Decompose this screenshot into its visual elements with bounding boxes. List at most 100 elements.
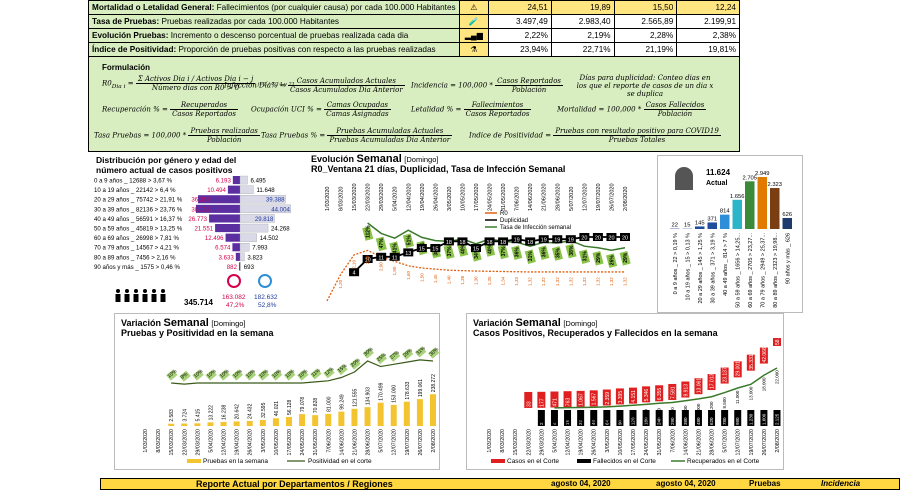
deaths-bar	[616, 410, 624, 426]
report-date-1: agosto 04, 2020	[551, 479, 611, 488]
tasa-label: 37%	[501, 246, 507, 257]
cases-value: 1.567	[592, 393, 598, 406]
positividad-label-bg	[401, 348, 414, 360]
date-tick: 15/03/2020	[352, 183, 358, 211]
male-bar	[239, 204, 291, 214]
indicator-label: Evolución Pruebas: Incremento o descenso…	[88, 28, 460, 43]
pruebas-panel: Variación Semanal [Domingo] Pruebas y Po…	[114, 313, 440, 470]
recovered-value: 5.000	[696, 403, 701, 415]
tasa-label-bg	[538, 245, 550, 260]
tasa-label-bg	[551, 246, 563, 261]
deaths-value: 2	[539, 422, 544, 425]
date-tick: 22/03/2020	[182, 429, 188, 456]
deaths-value: 180	[644, 417, 649, 425]
age-range-label: 10 a 19 años _ 22142 > 6,4 %	[94, 187, 176, 194]
tasa-label: 34%	[474, 248, 480, 259]
evolucion-chart: 1/03/2020 8/03/2020 15/03/2020 22/03/2020 29…	[325, 183, 631, 302]
indicator-value: 19,81%	[676, 42, 740, 57]
positividad-label-bg	[231, 369, 244, 381]
date-tick: 15/03/2020	[513, 429, 519, 456]
duplicidad-label: 18	[527, 240, 533, 246]
female-value: 26.773	[188, 216, 207, 223]
date-tick: 29/03/2020	[539, 429, 545, 456]
female-pct: 47,2%	[226, 302, 245, 309]
deaths-bar	[564, 410, 572, 426]
age-range-label: 40 a 49 años _ 56591 > 16,37 %	[94, 216, 183, 223]
tasa-label: 37%	[447, 246, 453, 257]
pruebas-value: 99.249	[339, 394, 345, 410]
death-value: 1.656	[730, 194, 745, 200]
deaths-bar	[655, 410, 663, 426]
date-tick: 12/07/2020	[736, 429, 742, 456]
death-age-label: 50 a 59 años _ 1656 > 14,25...	[735, 233, 741, 308]
pruebas-value: 16.238	[222, 404, 228, 420]
date-tick: 24/05/2020	[644, 429, 650, 456]
duplicidad-label-bg	[579, 233, 590, 241]
cases-value: 17.013	[710, 374, 716, 390]
duplicidad-label-bg	[416, 244, 427, 252]
indicator-label: Tasa de Pruebas: Pruebas realizadas por …	[88, 14, 460, 29]
cases-value: 33	[526, 401, 532, 407]
date-tick: 8/03/2020	[156, 429, 162, 453]
legend-deaths-swatch	[577, 459, 591, 463]
pruebas-value: 56.128	[287, 399, 293, 415]
date-tick: 28/06/2020	[710, 429, 716, 456]
pruebas-bar	[194, 423, 201, 426]
positividad-label: 30%	[363, 346, 375, 357]
date-tick: 28/06/2020	[366, 429, 372, 456]
death-value: 626	[782, 212, 792, 218]
male-icon	[258, 274, 272, 288]
indicator-value: 12,24	[676, 0, 740, 15]
r0-label: 1,32	[541, 277, 546, 286]
positividad-label: 29%	[402, 347, 414, 358]
deaths-bar	[642, 410, 650, 426]
r0-label: 1,32	[609, 277, 614, 286]
pruebas-chart: 2.583 3.724 5.415 13.222 16.238 20.642 24.432 3…	[143, 345, 440, 465]
pruebas-bar	[351, 408, 358, 426]
deaths-bar	[760, 410, 768, 426]
date-tick: 8/03/2020	[500, 429, 506, 453]
date-tick: 19/04/2020	[579, 429, 585, 456]
deaths-bar	[603, 410, 611, 426]
male-value: 693	[244, 264, 255, 271]
male-bar	[239, 195, 286, 204]
tasa-label-bg	[389, 241, 401, 256]
cases-label-bg	[537, 391, 546, 408]
deaths-value: 4	[552, 422, 557, 425]
death-age-label: 70 a 79 años _ 2949 > 25,37...	[760, 233, 766, 308]
pruebas-value: 121.555	[352, 389, 358, 407]
tasa-line	[367, 222, 626, 251]
pruebas-value: 20.642	[235, 404, 241, 420]
evolucion-panel: Evolución Semanal [Domingo] R0_Ventana 2…	[307, 153, 635, 311]
deaths-bar	[668, 410, 676, 426]
pyramid-chart: 0 a 9 años _ 12688 > 3,67 % 6.193 6.495 10 …	[94, 175, 291, 309]
cases-label-bg	[773, 338, 781, 346]
death-value: 15	[684, 223, 690, 229]
pruebas-value: 170.499	[379, 382, 385, 400]
pruebas-bar	[207, 422, 214, 426]
formula-tasa-pruebas-pct: Tasa Pruebas % = Pruebas Acumuladas Actu…	[261, 127, 453, 144]
cases-value: 23.137	[723, 367, 729, 383]
duplicidad-label: 19	[541, 238, 547, 244]
date-tick: 5/07/2020	[569, 187, 575, 211]
pruebas-title: Variación Semanal [Domingo]	[121, 317, 246, 329]
pyramid-panel: Distribución por género y edad del númer…	[90, 153, 304, 311]
recovered-value: 4.000	[683, 405, 688, 417]
deaths-bar	[577, 410, 585, 426]
r0-label: 1,34	[501, 276, 506, 285]
duplicidad-label: 20	[581, 236, 587, 242]
cases-value: 177	[539, 398, 545, 407]
date-tick: 31/05/2020	[501, 183, 507, 211]
tasa-label: 40%	[460, 243, 466, 254]
tasa-label-bg	[565, 243, 577, 259]
pruebas-bar	[168, 423, 175, 426]
female-bar	[227, 185, 240, 194]
death-value: 22	[672, 223, 678, 229]
deaths-value: 46	[591, 419, 596, 425]
duplicidad-label-bg	[552, 235, 563, 244]
duplicidad-label-bg	[606, 233, 617, 241]
date-tick: 19/07/2020	[749, 429, 755, 456]
duplicidad-label-bg	[471, 244, 481, 252]
r0-label: 1,32	[582, 277, 587, 286]
tasa-label-bg	[592, 250, 604, 266]
